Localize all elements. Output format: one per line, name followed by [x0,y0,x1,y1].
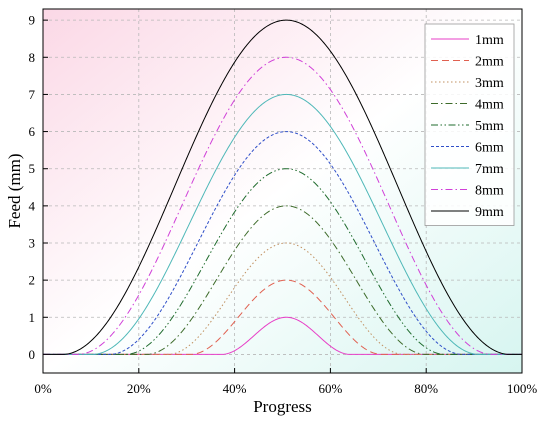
y-tick-label: 0 [29,347,36,362]
legend-label-9mm: 9mm [475,205,504,220]
legend: 1mm 2mm 3mm 4mm 5mm 6mm 7mm 8mm 9mm [424,23,515,226]
y-tick-label: 7 [29,87,36,102]
y-tick-label: 1 [29,310,36,325]
y-tick-label: 3 [29,236,36,251]
legend-box [424,23,515,226]
series-lines [43,19,522,355]
series-line-5mm [43,168,522,355]
x-tick-label: 60% [318,381,342,396]
series-line-6mm [43,131,522,355]
y-tick-label: 8 [29,50,36,65]
legend-label-3mm: 3mm [475,76,504,91]
x-tick-label: 40% [223,381,247,396]
y-tick-label: 6 [29,124,36,139]
x-axis-title: Progress [253,397,312,416]
series-line-8mm [43,56,522,355]
x-tick-label: 0% [34,381,52,396]
x-tick-label: 80% [414,381,438,396]
y-axis-title: Feed (mm) [5,153,24,228]
legend-label-5mm: 5mm [475,119,504,134]
series-line-7mm [43,93,522,355]
series-line-9mm [43,19,522,355]
y-tick-label: 2 [29,273,36,288]
plot-frame [42,8,523,374]
series-line-3mm [43,242,522,355]
y-tick-label: 4 [29,198,36,213]
legend-label-1mm: 1mm [475,33,504,48]
x-tick-label: 20% [127,381,151,396]
y-tick-label: 9 [29,13,36,28]
legend-label-6mm: 6mm [475,141,504,156]
legend-label-7mm: 7mm [475,162,504,177]
legend-label-4mm: 4mm [475,98,504,113]
legend-label-8mm: 8mm [475,184,504,199]
y-tick-label: 5 [29,161,36,176]
x-tick-label: 100% [507,381,538,396]
legend-label-2mm: 2mm [475,55,504,70]
